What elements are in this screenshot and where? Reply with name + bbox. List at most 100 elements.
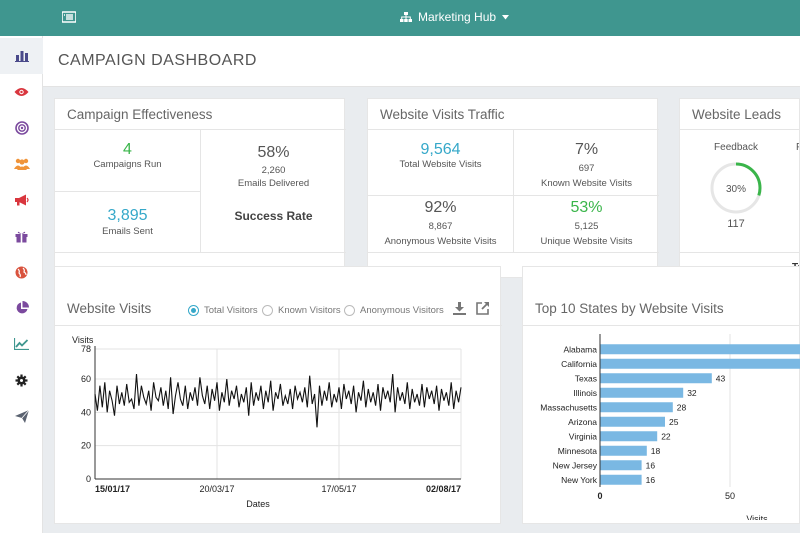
app-switcher-dropdown[interactable]: Marketing Hub (400, 10, 510, 24)
bar (600, 416, 665, 427)
top-states-bar-chart: 0 50 Alabama California Texas 43 Illinois 32 Mas… (540, 334, 800, 520)
sidebar-item-dashboard[interactable] (0, 38, 43, 74)
emails-delivered-count: 2,260 (261, 165, 286, 176)
sidebar-item-regions[interactable] (0, 254, 43, 290)
data-label: 16 (646, 460, 656, 470)
series-line (94, 373, 462, 428)
radio-anonymous-visitors[interactable]: Anonymous Visitors (344, 305, 444, 316)
panel-title: Campaign Effectiveness (67, 107, 213, 122)
divider (680, 252, 799, 253)
bar (600, 358, 800, 369)
category-label: Alabama (563, 344, 597, 354)
data-label: 18 (651, 446, 661, 456)
unique-visits-label: Unique Website Visits (540, 236, 633, 247)
category-label: Arizona (568, 417, 597, 427)
divider (55, 191, 200, 192)
website-visits-traffic-panel: Website Visits Traffic 9,564 Total Websi… (367, 98, 659, 278)
second-lead-label-clipped: F (796, 142, 799, 153)
category-label: Texas (575, 373, 597, 383)
page-header: CAMPAIGN DASHBOARD (43, 36, 800, 87)
eye-icon (14, 88, 29, 96)
sidebar-item-campaigns[interactable] (0, 182, 43, 218)
data-label: 22 (661, 431, 671, 441)
page-title: CAMPAIGN DASHBOARD (58, 52, 257, 69)
y-tick-label: 0 (86, 474, 91, 484)
top-navbar: Marketing Hub (0, 0, 800, 36)
radio-known-visitors[interactable]: Known Visitors (262, 305, 341, 316)
total-visits-value: 9,564 (420, 141, 461, 158)
data-label: 25 (669, 417, 679, 427)
y-tick-label: 78 (81, 344, 91, 354)
divider (368, 252, 659, 253)
app-name: Marketing Hub (418, 10, 497, 24)
download-icon[interactable] (453, 302, 466, 315)
divider (523, 325, 799, 326)
y-axis-label: Visits (72, 335, 94, 345)
category-label: California (561, 359, 597, 369)
sidebar-item-reports[interactable] (0, 290, 43, 326)
radio-button[interactable] (262, 305, 273, 316)
radio-label: Anonymous Visitors (360, 305, 444, 316)
category-label: Illinois (573, 388, 597, 398)
emails-delivered-percent: 58% (257, 144, 290, 161)
emails-sent-value: 3,895 (107, 207, 148, 224)
x-tick-label: 15/01/17 (95, 484, 130, 494)
unique-visits-percent: 53% (570, 199, 603, 216)
feedback-donut: 30% (710, 162, 762, 214)
pie-chart-icon (16, 301, 29, 314)
sidebar-item-send[interactable] (0, 398, 43, 434)
divider (55, 325, 502, 326)
sidebar-item-rewards[interactable] (0, 218, 43, 254)
unique-visits-count: 5,125 (574, 221, 599, 232)
success-rate-label: Success Rate (234, 209, 313, 223)
sidebar-item-targets[interactable] (0, 110, 43, 146)
x-tick-label: 0 (597, 491, 602, 501)
category-label: New York (561, 475, 598, 485)
bar (600, 373, 712, 384)
external-link-icon[interactable] (476, 302, 489, 315)
radio-total-visitors[interactable]: Total Visitors (188, 305, 258, 316)
known-visits-count: 697 (578, 163, 595, 174)
anonymous-visits-percent: 92% (424, 199, 457, 216)
feedback-label: Feedback (714, 142, 758, 153)
emails-delivered-label: Emails Delivered (237, 178, 310, 189)
data-label: 32 (687, 388, 697, 398)
panel-title: Website Visits Traffic (380, 107, 505, 122)
bar (600, 474, 642, 485)
total-visits-label: Total Website Visits (399, 159, 482, 170)
bar (600, 402, 673, 413)
radio-label: Total Visitors (204, 305, 258, 316)
paper-plane-icon (14, 409, 29, 423)
website-leads-panel: Website Leads Feedback F 30% 117 To (679, 98, 800, 278)
sidebar (0, 36, 43, 533)
sidebar-item-audience[interactable] (0, 146, 43, 182)
menu-toggle-button[interactable] (62, 11, 78, 25)
radio-label: Known Visitors (278, 305, 341, 316)
radio-button[interactable] (188, 305, 199, 316)
category-label: Virginia (569, 431, 597, 441)
divider (513, 129, 514, 252)
line-chart-icon (14, 338, 29, 350)
sidebar-item-views[interactable] (0, 74, 43, 110)
sidebar-item-settings[interactable] (0, 362, 43, 398)
target-icon (14, 121, 29, 135)
anonymous-visits-count: 8,867 (428, 221, 453, 232)
y-tick-label: 40 (81, 407, 91, 417)
x-tick-label: 02/08/17 (426, 484, 461, 494)
bar-chart-icon (14, 51, 29, 62)
data-label: 28 (677, 402, 687, 412)
divider (368, 195, 659, 196)
x-axis-label: Dates (246, 499, 270, 509)
x-tick-label: 17/05/17 (321, 484, 356, 494)
radio-button[interactable] (344, 305, 355, 316)
gift-icon (15, 231, 28, 242)
campaigns-run-value: 4 (123, 141, 132, 158)
bar (600, 431, 658, 442)
known-visits-label: Known Website Visits (541, 178, 632, 189)
category-label: New Jersey (553, 460, 598, 470)
globe-icon (15, 266, 28, 278)
bar (600, 387, 684, 398)
known-visits-percent: 7% (574, 141, 599, 158)
panel-title: Top 10 States by Website Visits (535, 301, 724, 316)
sidebar-item-trends[interactable] (0, 326, 43, 362)
